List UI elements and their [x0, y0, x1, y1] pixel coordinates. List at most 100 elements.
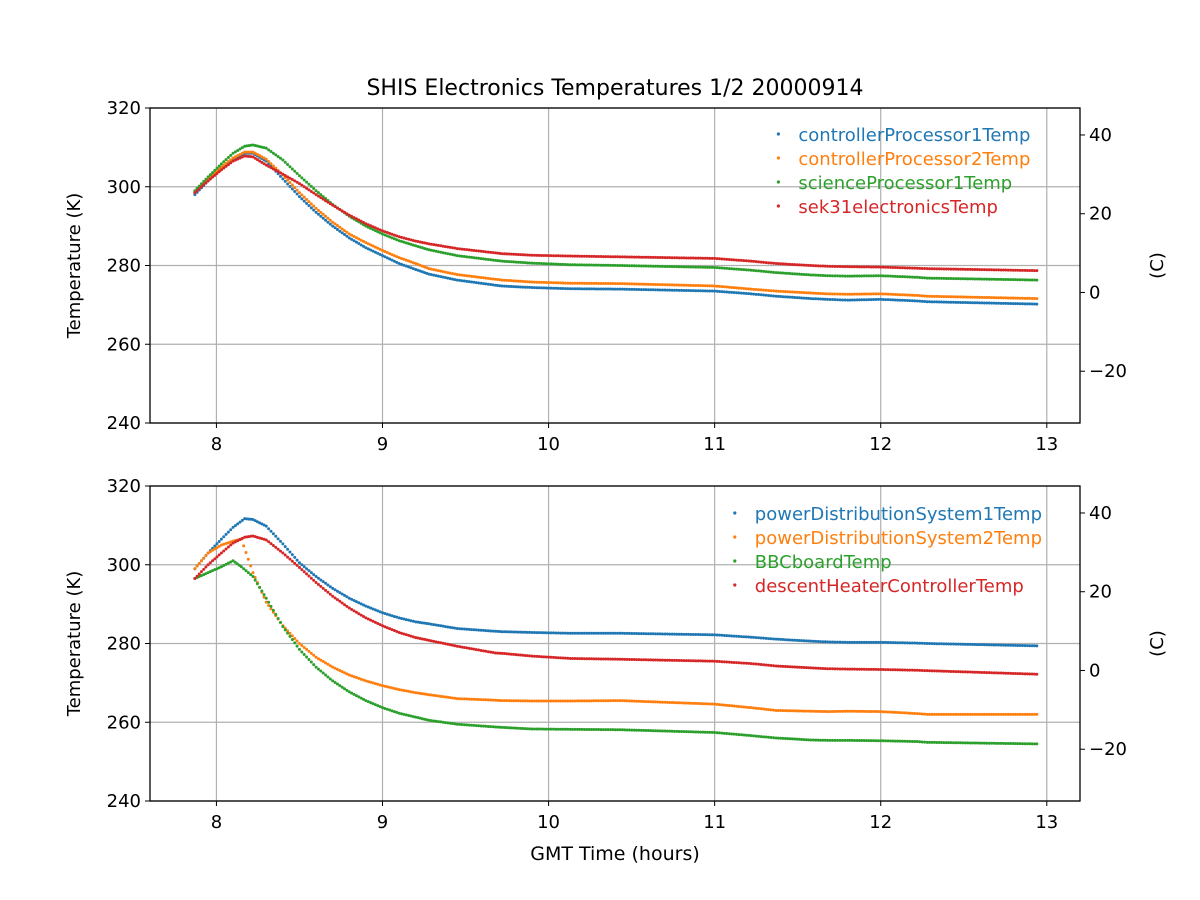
- data-point: [752, 734, 756, 738]
- x-tick-label: 8: [211, 812, 222, 833]
- data-point: [262, 156, 266, 160]
- data-point: [554, 656, 558, 660]
- data-point: [319, 210, 323, 214]
- data-point: [879, 640, 883, 644]
- data-point: [409, 266, 413, 270]
- data-point: [767, 663, 771, 667]
- data-point: [411, 261, 415, 265]
- data-point: [876, 710, 880, 714]
- data-point: [392, 710, 396, 714]
- data-point: [512, 699, 516, 703]
- data-point: [571, 287, 575, 291]
- data-point: [684, 265, 688, 269]
- data-point: [460, 723, 464, 727]
- data-point: [302, 185, 306, 189]
- data-point: [331, 586, 335, 590]
- data-point: [243, 150, 247, 154]
- data-point: [293, 186, 297, 190]
- data-point: [635, 255, 639, 259]
- bottom-subplot: 8 9 10 11 12 1324026028030032040200−20Tempera…: [64, 476, 1168, 833]
- data-point: [507, 284, 511, 288]
- data-point: [694, 284, 698, 287]
- data-point: [795, 263, 799, 267]
- data-point: [462, 627, 466, 631]
- data-point: [409, 619, 413, 623]
- data-point: [1025, 712, 1029, 716]
- data-point: [390, 628, 394, 632]
- data-point: [980, 670, 984, 674]
- data-point: [942, 276, 946, 280]
- data-point: [302, 195, 306, 199]
- data-point: [691, 283, 695, 287]
- data-point: [319, 214, 323, 218]
- data-point: [975, 643, 979, 647]
- data-point: [231, 525, 235, 529]
- data-point: [978, 301, 982, 305]
- data-point: [642, 699, 646, 703]
- data-point: [373, 608, 377, 612]
- data-point: [656, 700, 660, 704]
- data-point: [404, 258, 408, 262]
- data-point: [561, 727, 565, 731]
- data-point: [491, 283, 495, 287]
- data-point: [961, 267, 965, 271]
- data-point: [217, 164, 221, 168]
- data-point: [1011, 671, 1015, 675]
- data-point: [535, 631, 539, 635]
- data-point: [632, 658, 636, 662]
- data-point: [585, 263, 589, 267]
- data-point: [222, 535, 226, 539]
- data-point: [247, 150, 251, 154]
- data-point: [432, 273, 436, 277]
- data-point: [448, 643, 452, 647]
- data-point: [1009, 643, 1013, 647]
- data-point: [956, 295, 960, 299]
- data-point: [769, 289, 773, 293]
- data-point: [411, 619, 415, 623]
- data-point: [893, 274, 897, 278]
- data-point: [811, 738, 815, 742]
- data-point: [462, 279, 466, 283]
- data-point: [841, 738, 845, 742]
- data-point: [625, 699, 629, 703]
- data-point: [959, 741, 963, 745]
- data-point: [811, 264, 815, 268]
- data-point: [530, 654, 534, 658]
- data-point: [326, 220, 330, 224]
- data-point: [966, 301, 970, 305]
- data-point: [314, 655, 318, 659]
- data-point: [653, 288, 657, 292]
- data-point: [855, 298, 859, 302]
- data-point: [229, 158, 233, 162]
- data-point: [994, 741, 998, 745]
- data-point: [795, 737, 799, 741]
- data-point: [599, 255, 603, 259]
- data-point: [730, 285, 734, 289]
- data-point: [855, 738, 859, 742]
- data-point: [236, 154, 240, 158]
- data-point: [537, 253, 541, 257]
- data-point: [663, 264, 667, 268]
- data-point: [352, 692, 356, 696]
- data-point: [987, 268, 991, 272]
- data-point: [757, 636, 761, 640]
- data-point: [371, 225, 375, 229]
- data-point: [932, 300, 936, 304]
- data-point: [486, 282, 490, 286]
- data-point: [554, 286, 558, 290]
- data-point: [966, 267, 970, 271]
- data-point: [864, 265, 868, 269]
- data-point: [451, 696, 455, 700]
- data-point: [710, 265, 714, 269]
- data-point: [462, 646, 466, 650]
- data-point: [269, 162, 273, 166]
- data-point: [779, 271, 783, 275]
- data-point: [1030, 302, 1034, 306]
- data-point: [646, 700, 650, 704]
- data-point: [343, 687, 347, 691]
- data-point: [472, 647, 476, 651]
- data-point: [644, 632, 648, 636]
- data-point: [295, 639, 299, 643]
- data-point: [219, 537, 223, 541]
- data-point: [973, 301, 977, 305]
